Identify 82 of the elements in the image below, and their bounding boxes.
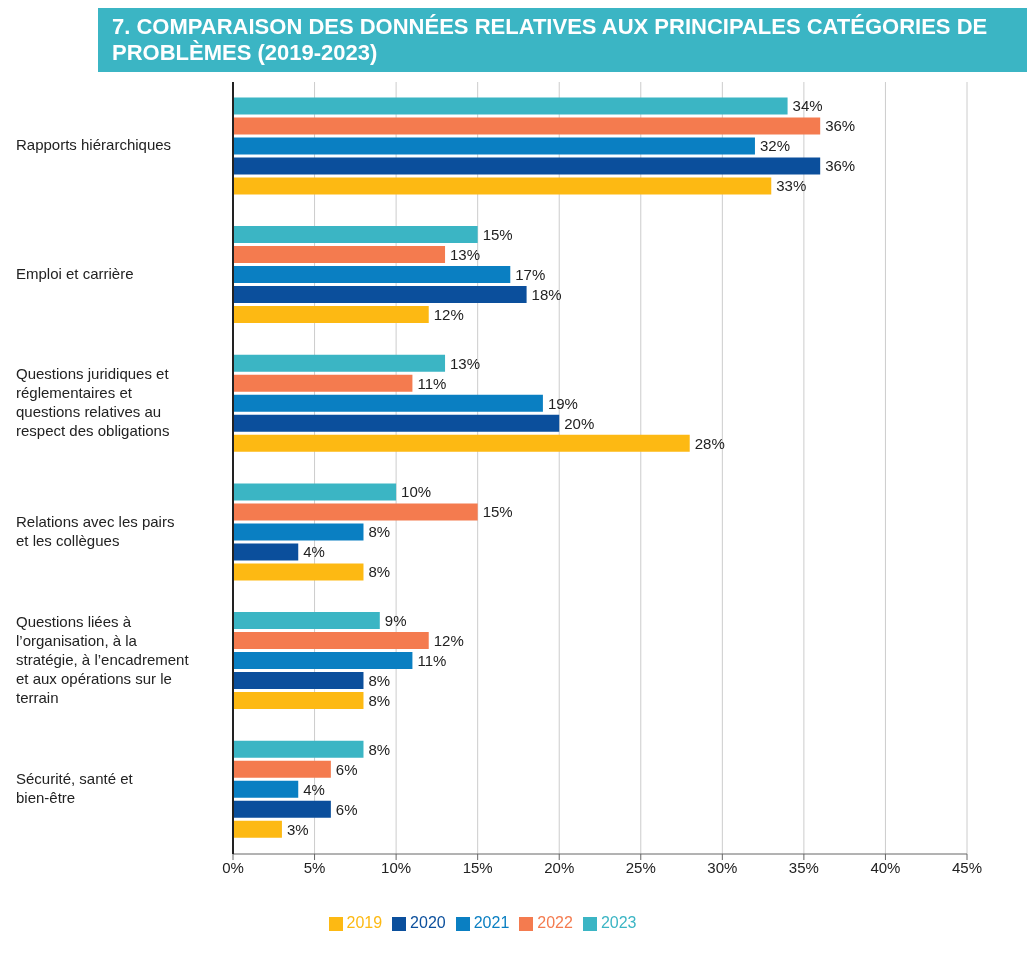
y-tick-label: Emploi et carrière [16,264,134,282]
data-label: 11% [417,651,447,669]
data-label: 8% [368,523,391,541]
x-tick-label: 5% [303,858,326,876]
x-tick-label: 40% [870,858,901,876]
data-label: 33% [776,177,807,195]
data-label: 6% [335,760,358,778]
bar [233,820,282,838]
data-label: 8% [368,691,391,709]
chart-title: 7. COMPARAISON DES DONNÉES RELATIVES AUX PRINCIPALES CATÉGORIES DE PROBLÈMES (2019-2023) [98,8,1027,72]
bar [233,612,380,630]
data-label: 36% [825,117,856,135]
bar [233,800,331,818]
x-tick-label: 20% [544,858,575,876]
x-tick-label: 10% [381,858,412,876]
data-label: 18% [531,285,562,303]
data-label: 12% [433,631,464,649]
x-tick-label: 25% [625,858,656,876]
bar [233,394,543,412]
bar [233,740,364,758]
data-label: 32% [759,137,790,155]
legend-label: 2019 [346,914,383,931]
y-tick-label: Relations avec les pairs et les collègues [16,512,175,549]
bar [233,434,690,452]
bar [233,563,364,581]
data-label: 10% [401,483,432,501]
bar [233,117,821,135]
bar [233,137,755,155]
data-label: 13% [450,245,481,263]
bar [233,177,772,195]
bar [233,632,429,650]
bar [233,483,397,501]
bar [233,374,413,392]
bar [233,306,429,324]
bar [233,157,821,175]
bar [233,652,413,670]
bar [233,503,478,521]
x-tick-label: 0% [222,858,244,876]
y-tick-label: Questions liées à l’organisation, à la stratégie, à l’encadrement et aux opérations sur le terrain [16,612,190,706]
data-label: 36% [825,157,856,175]
data-label: 8% [368,740,391,758]
y-tick-label: Rapports hiérarchiques [16,136,172,154]
bar [233,543,299,561]
x-tick-label: 30% [707,858,738,876]
data-label: 15% [482,225,513,243]
data-label: 34% [792,97,823,115]
data-label: 19% [547,394,578,412]
legend-label: 2020 [410,914,446,931]
bar [233,760,331,778]
bar [233,414,560,432]
bar [233,286,527,304]
data-label: 8% [368,671,391,689]
legend-label: 2023 [600,914,637,931]
data-label: 13% [450,354,481,372]
bar [233,780,299,798]
data-label: 12% [433,305,464,323]
bar [233,97,788,115]
bar [233,523,364,541]
data-label: 3% [286,820,309,838]
legend-label: 2022 [537,914,573,931]
x-tick-label: 45% [951,858,983,876]
data-label: 9% [384,611,407,629]
data-label: 4% [303,543,325,561]
bar [233,266,511,284]
bar [233,354,446,372]
data-label: 8% [368,563,391,581]
bar [233,226,478,244]
y-tick-label: Questions juridiques et réglementaires et questions relatives au respect des obligations [16,365,170,440]
x-tick-label: 35% [788,858,819,876]
data-label: 20% [564,414,595,432]
data-label: 4% [303,780,325,798]
legend-label: 2021 [473,914,510,931]
x-tick-label: 15% [462,858,493,876]
data-label: 15% [482,503,513,521]
bar [233,692,364,710]
bar [233,672,364,690]
data-label: 17% [515,265,546,283]
bar [233,246,446,264]
y-tick-label: Sécurité, santé et bien-être [16,770,134,807]
data-label: 6% [335,800,358,818]
data-label: 11% [417,374,447,392]
data-label: 28% [694,434,725,452]
